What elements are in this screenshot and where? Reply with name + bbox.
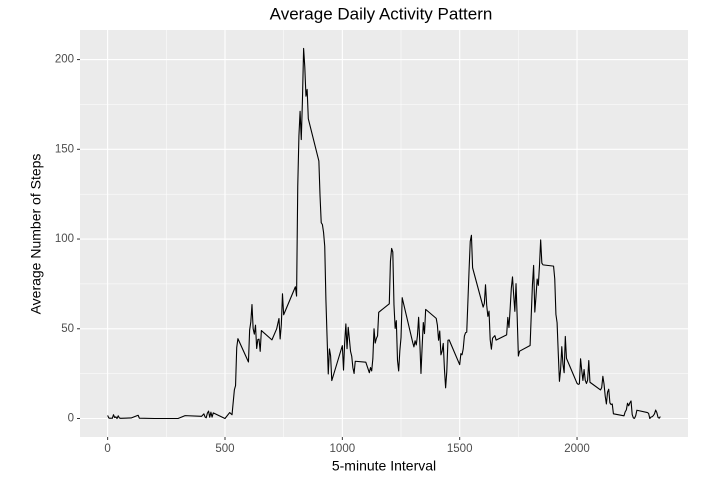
- y-tick-label: 150: [55, 143, 74, 155]
- y-tick-label: 200: [55, 54, 74, 66]
- y-axis-title: Average Number of Steps: [28, 154, 44, 315]
- y-tick-label: 50: [61, 323, 74, 335]
- y-tick-label: 0: [68, 413, 74, 425]
- chart-title: Average Daily Activity Pattern: [270, 4, 493, 23]
- x-tick-label: 1000: [330, 443, 356, 455]
- x-tick-label: 0: [104, 443, 110, 455]
- x-tick-label: 500: [215, 443, 234, 455]
- plot-panel: [80, 30, 688, 437]
- x-tick-label: 2000: [564, 443, 590, 455]
- data-line: [107, 47, 661, 420]
- x-axis-title: 5-minute Interval: [332, 458, 436, 474]
- x-tick-label: 1500: [447, 443, 473, 455]
- y-tick-label: 100: [55, 233, 74, 245]
